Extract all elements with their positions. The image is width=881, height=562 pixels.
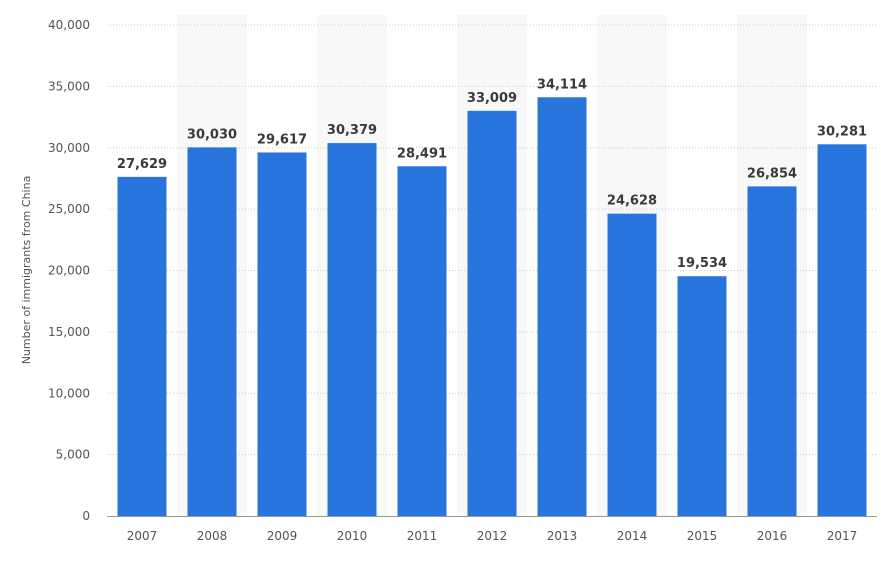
x-tick-label: 2010: [337, 529, 368, 543]
x-tick-label: 2011: [407, 529, 438, 543]
y-tick-label: 10,000: [48, 386, 90, 400]
bar-2009: [257, 152, 307, 516]
data-label-2015: 19,534: [677, 256, 727, 271]
bar-2008: [187, 147, 237, 516]
x-tick-label: 2017: [827, 529, 858, 543]
bar-2014: [607, 213, 657, 517]
bar-2016: [747, 186, 797, 516]
data-label-2010: 30,379: [327, 123, 377, 138]
y-tick-label: 35,000: [48, 79, 90, 93]
bar-2012: [467, 110, 517, 517]
x-tick-label: 2015: [687, 529, 718, 543]
data-label-2014: 24,628: [607, 194, 657, 209]
y-tick-label: 40,000: [48, 18, 90, 32]
x-tick-label: 2012: [477, 529, 508, 543]
y-tick-label: 30,000: [48, 141, 90, 155]
data-label-2012: 33,009: [467, 91, 517, 106]
bar-2017: [817, 144, 867, 516]
y-tick-label: 25,000: [48, 202, 90, 216]
data-label-2007: 27,629: [117, 157, 167, 172]
bar-2013: [537, 97, 587, 517]
data-label-2016: 26,854: [747, 166, 797, 181]
bar-2007: [117, 176, 167, 517]
y-axis-label: Number of immigrants from China: [20, 176, 33, 365]
y-tick-label: 5,000: [56, 448, 90, 462]
data-label-2013: 34,114: [537, 77, 587, 92]
x-tick-label: 2007: [127, 529, 158, 543]
y-tick-label: 20,000: [48, 264, 90, 278]
y-tick-label: 0: [82, 509, 90, 523]
data-label-2008: 30,030: [187, 127, 237, 142]
x-tick-label: 2008: [197, 529, 228, 543]
bar-2015: [677, 276, 727, 516]
bar-2010: [327, 143, 377, 516]
bar-2011: [397, 166, 447, 516]
data-label-2011: 28,491: [397, 146, 447, 161]
data-label-2017: 30,281: [817, 124, 867, 139]
y-tick-label: 15,000: [48, 325, 90, 339]
x-tick-label: 2009: [267, 529, 298, 543]
x-tick-label: 2013: [547, 529, 578, 543]
data-label-2009: 29,617: [257, 132, 307, 147]
x-tick-label: 2016: [757, 529, 788, 543]
x-tick-label: 2014: [617, 529, 648, 543]
